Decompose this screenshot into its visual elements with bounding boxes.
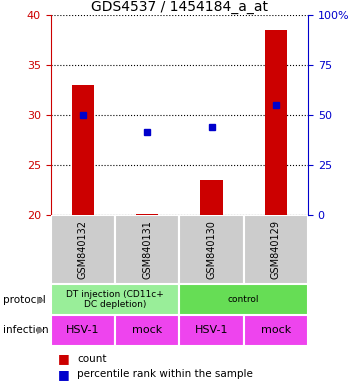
Bar [115, 215, 179, 284]
Text: GSM840129: GSM840129 [271, 220, 281, 279]
Bar [200, 180, 223, 215]
Text: control: control [228, 295, 259, 304]
Text: GSM840130: GSM840130 [206, 220, 217, 279]
Text: ■: ■ [58, 368, 70, 381]
Bar [265, 30, 287, 215]
Text: DT injection (CD11c+
DC depletion): DT injection (CD11c+ DC depletion) [66, 290, 164, 309]
Bar [51, 315, 115, 346]
Bar [244, 215, 308, 284]
Bar [179, 215, 244, 284]
Bar [244, 315, 308, 346]
Bar [179, 315, 244, 346]
Bar [51, 284, 179, 315]
Text: GSM840131: GSM840131 [142, 220, 152, 279]
Bar [136, 214, 159, 215]
Bar [51, 215, 115, 284]
Bar [115, 315, 179, 346]
Text: count: count [77, 354, 106, 364]
Text: mock: mock [132, 325, 162, 335]
Text: ▶: ▶ [37, 325, 44, 335]
Text: GSM840132: GSM840132 [78, 220, 88, 279]
Text: HSV-1: HSV-1 [195, 325, 228, 335]
Text: protocol: protocol [4, 295, 46, 305]
Text: percentile rank within the sample: percentile rank within the sample [77, 369, 253, 379]
Text: ▶: ▶ [37, 295, 44, 305]
Text: mock: mock [261, 325, 291, 335]
Bar [72, 85, 94, 215]
Title: GDS4537 / 1454184_a_at: GDS4537 / 1454184_a_at [91, 0, 268, 14]
Text: HSV-1: HSV-1 [66, 325, 100, 335]
Text: infection: infection [4, 325, 49, 335]
Bar [179, 284, 308, 315]
Text: ■: ■ [58, 353, 70, 366]
